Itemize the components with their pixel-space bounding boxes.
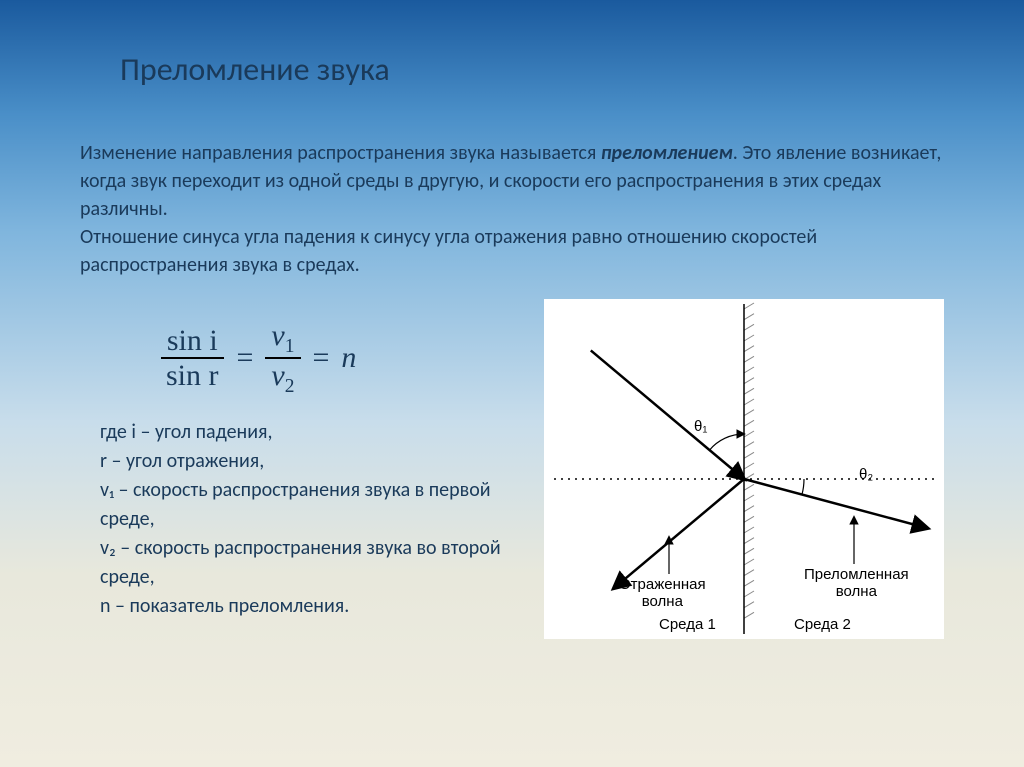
formula-den-mid: v2 (265, 359, 300, 397)
intro-text: Изменение направления распространения зв… (80, 139, 944, 279)
reflected-label: Отраженнаяволна (619, 577, 706, 610)
explain-line-3: v₁ – скорость распространения звука в пе… (100, 476, 514, 534)
formula-block: sin i sin r = v1 v2 = n (160, 319, 514, 398)
explain-line-5: n – показатель преломления. (100, 592, 514, 621)
formula-rhs: n (341, 341, 356, 375)
equals-1: = (237, 341, 254, 375)
theta1-label: θ₁ (694, 419, 707, 436)
content-row: sin i sin r = v1 v2 = n где i – угол пад… (80, 309, 944, 639)
explain-line-4: v₂ – скорость распространения звука во в… (100, 534, 514, 592)
theta2-label: θ₂ (859, 467, 873, 484)
formula-num-mid: v1 (265, 319, 300, 359)
formula-num-left: sin i (161, 324, 224, 359)
explain-line-2: r – угол отражения, (100, 447, 514, 476)
medium2-label: Среда 2 (794, 617, 851, 634)
snell-formula: sin i sin r = v1 v2 = n (160, 319, 356, 398)
left-column: sin i sin r = v1 v2 = n где i – угол пад… (80, 309, 514, 621)
refraction-diagram: θ₁ θ₂ Отраженнаяволна Преломленнаяволна Сред… (544, 299, 944, 639)
formula-explanation: где i – угол падения, r – угол отражения… (100, 418, 514, 621)
refracted-label: Преломленнаяволна (804, 567, 909, 600)
explain-line-1: где i – угол падения, (100, 418, 514, 447)
slide-title: Преломление звука (120, 50, 944, 89)
formula-den-left: sin r (160, 359, 225, 392)
medium1-label: Среда 1 (659, 617, 716, 634)
equals-2: = (313, 341, 330, 375)
slide: Преломление звука Изменение направления … (0, 0, 1024, 767)
